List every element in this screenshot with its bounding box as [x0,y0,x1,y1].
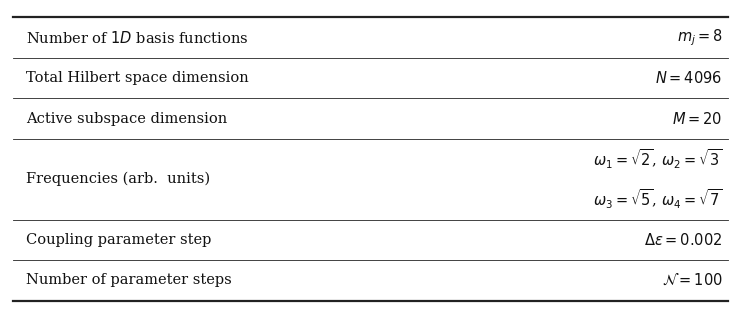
Text: $M = 20$: $M = 20$ [672,111,722,127]
Text: $N = 4096$: $N = 4096$ [655,70,722,86]
Text: Number of $1D$ basis functions: Number of $1D$ basis functions [26,30,248,46]
Text: $m_j = 8$: $m_j = 8$ [677,27,722,48]
Text: $\Delta\varepsilon = 0.002$: $\Delta\varepsilon = 0.002$ [644,232,722,248]
Text: $\mathcal{N} = 100$: $\mathcal{N} = 100$ [662,273,722,288]
Text: Number of parameter steps: Number of parameter steps [26,273,232,287]
Text: $\omega_3 = \sqrt{5}$, $\omega_4 = \sqrt{7}$: $\omega_3 = \sqrt{5}$, $\omega_4 = \sqrt… [594,188,722,211]
Text: $\omega_1 = \sqrt{2}$, $\omega_2 = \sqrt{3}$: $\omega_1 = \sqrt{2}$, $\omega_2 = \sqrt… [594,147,722,171]
Text: Active subspace dimension: Active subspace dimension [26,112,227,126]
Text: Total Hilbert space dimension: Total Hilbert space dimension [26,71,249,85]
Text: Frequencies (arb.  units): Frequencies (arb. units) [26,172,210,186]
Text: Coupling parameter step: Coupling parameter step [26,233,211,247]
